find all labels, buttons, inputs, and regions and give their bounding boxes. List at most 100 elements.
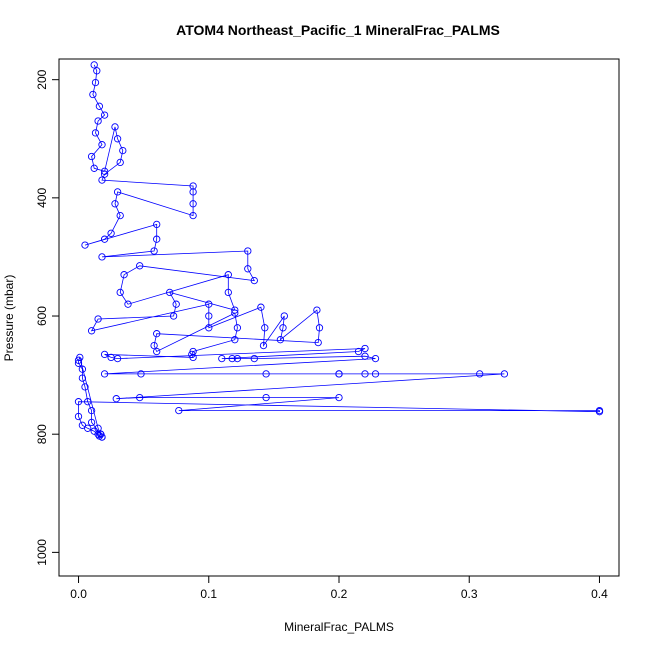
chart-title: ATOM4 Northeast_Pacific_1 MineralFrac_PA… — [176, 22, 500, 38]
data-point — [100, 111, 109, 119]
data-point — [189, 188, 197, 196]
data-point — [231, 309, 239, 317]
data-point — [87, 152, 96, 161]
data-point — [189, 353, 197, 362]
data-point — [93, 67, 101, 75]
data-point — [205, 312, 213, 320]
data-point — [89, 90, 97, 99]
data-point — [335, 370, 343, 378]
data-point — [98, 253, 106, 261]
data-point — [100, 167, 109, 175]
data-point — [314, 338, 322, 347]
data-point — [81, 241, 89, 249]
data-point — [112, 395, 120, 403]
data-point — [313, 306, 321, 314]
data-point — [78, 365, 87, 373]
data-point — [87, 406, 96, 415]
data-point — [116, 158, 124, 167]
data-point — [224, 271, 232, 279]
data-point — [205, 324, 213, 332]
data-point — [107, 229, 115, 237]
data-point — [137, 370, 145, 378]
data-point — [90, 61, 98, 69]
data-point — [116, 211, 124, 220]
data-point — [119, 146, 127, 155]
y-tick-label: 600 — [35, 306, 49, 326]
data-point — [189, 211, 197, 220]
data-point — [124, 300, 132, 308]
y-tick-label: 1000 — [35, 539, 49, 566]
x-axis: 0.0 0.1 0.2 0.3 0.4 — [70, 575, 608, 601]
data-point — [175, 406, 183, 415]
x-tick-label: 0.3 — [461, 587, 478, 601]
data-point — [189, 182, 197, 190]
data-point — [250, 276, 258, 285]
data-point — [153, 235, 161, 243]
data-point — [74, 398, 83, 406]
data-point — [91, 129, 100, 137]
data-point — [150, 247, 158, 255]
data-point — [361, 344, 369, 353]
data-point — [261, 324, 269, 332]
data-point — [189, 200, 197, 208]
data-point — [87, 418, 96, 427]
data-point — [259, 341, 268, 350]
data-point — [233, 324, 242, 332]
x-axis-label: MineralFrac_PALMS — [284, 620, 394, 634]
data-point — [231, 306, 239, 314]
data-point — [74, 412, 83, 421]
data-point — [224, 288, 232, 297]
data-point — [279, 324, 287, 332]
data-point — [262, 393, 270, 402]
data-point — [78, 421, 87, 429]
data-point — [371, 370, 380, 378]
data-point — [371, 354, 380, 363]
data-point — [98, 433, 106, 441]
data-point — [113, 188, 122, 196]
data-point — [100, 235, 109, 243]
x-tick-label: 0.0 — [70, 587, 87, 601]
data-point — [113, 354, 122, 363]
series-line — [78, 64, 600, 438]
data-point — [169, 312, 178, 320]
y-tick-label: 400 — [35, 188, 49, 208]
data-point — [98, 176, 106, 184]
data-point — [90, 164, 98, 172]
x-tick-label: 0.1 — [200, 587, 217, 601]
data-point — [113, 135, 122, 143]
data-point — [244, 265, 252, 273]
data-point — [111, 200, 119, 208]
y-axis: 200 400 600 800 1000 — [35, 69, 60, 566]
data-point — [257, 303, 265, 311]
data-point — [361, 370, 369, 378]
data-point — [116, 288, 124, 297]
x-tick-label: 0.2 — [331, 587, 348, 601]
data-point — [262, 370, 270, 378]
data-point — [166, 288, 174, 297]
data-point — [315, 324, 324, 332]
data-point — [84, 424, 92, 432]
series-group — [74, 61, 604, 441]
data-point — [84, 398, 92, 406]
y-axis-label: Pressure (mbar) — [2, 275, 16, 362]
data-point — [153, 330, 161, 338]
data-point — [361, 352, 369, 360]
data-point — [354, 347, 363, 356]
plot-area — [74, 61, 604, 441]
data-point — [100, 370, 109, 378]
data-point — [244, 247, 252, 255]
data-point — [95, 102, 104, 110]
data-point — [87, 327, 96, 335]
x-tick-label: 0.4 — [591, 587, 608, 601]
data-point — [280, 312, 288, 320]
data-point — [78, 374, 87, 382]
data-point — [94, 117, 102, 125]
data-point — [100, 170, 109, 178]
data-point — [111, 123, 119, 131]
data-point — [120, 271, 128, 279]
data-point — [205, 300, 213, 308]
data-point — [595, 408, 604, 416]
data-point — [231, 336, 239, 344]
data-point — [136, 393, 144, 402]
